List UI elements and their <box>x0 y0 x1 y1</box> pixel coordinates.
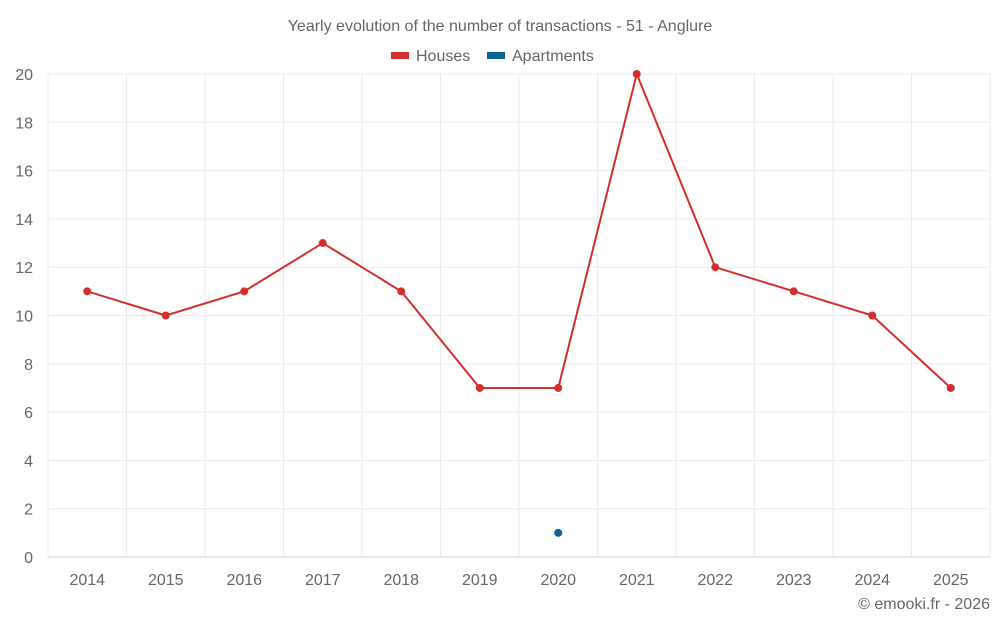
data-point-houses[interactable] <box>397 287 406 296</box>
data-point-houses[interactable] <box>318 239 327 248</box>
chart-title: Yearly evolution of the number of transa… <box>288 18 713 35</box>
data-point-houses[interactable] <box>868 311 877 320</box>
y-tick-label: 10 <box>15 309 33 326</box>
y-tick-label: 8 <box>24 357 33 374</box>
x-tick-label: 2024 <box>854 572 890 589</box>
data-point-apartments[interactable] <box>554 528 563 537</box>
legend-swatch-apartments <box>487 52 505 59</box>
legend-label-apartments: Apartments <box>512 48 594 65</box>
y-tick-label: 20 <box>15 67 33 84</box>
data-point-houses[interactable] <box>789 287 798 296</box>
x-tick-label: 2015 <box>148 572 184 589</box>
x-axis-labels: 2014 2015 2016 2017 2018 2019 2020 2021 2022 2023… <box>69 572 968 589</box>
y-tick-label: 4 <box>24 453 33 470</box>
legend-label-houses: Houses <box>416 48 470 65</box>
x-tick-label: 2014 <box>69 572 105 589</box>
data-point-houses[interactable] <box>711 263 720 272</box>
y-tick-label: 18 <box>15 115 33 132</box>
x-tick-label: 2020 <box>540 572 576 589</box>
data-point-houses[interactable] <box>83 287 92 296</box>
y-tick-label: 0 <box>24 550 33 567</box>
data-point-houses[interactable] <box>554 383 563 392</box>
series-line-houses <box>86 73 952 389</box>
legend-item-apartments[interactable]: Apartments <box>487 48 594 65</box>
x-tick-label: 2016 <box>226 572 262 589</box>
legend: Houses Apartments <box>391 48 594 65</box>
x-tick-label: 2023 <box>776 572 812 589</box>
y-tick-label: 6 <box>24 405 33 422</box>
data-point-houses[interactable] <box>161 311 170 320</box>
legend-swatch-houses <box>391 52 409 59</box>
series-apartments <box>554 528 563 537</box>
data-point-houses[interactable] <box>240 287 249 296</box>
x-tick-label: 2025 <box>933 572 969 589</box>
y-tick-label: 12 <box>15 260 33 277</box>
y-tick-label: 14 <box>15 212 33 229</box>
x-tick-label: 2022 <box>697 572 733 589</box>
data-point-houses[interactable] <box>946 383 955 392</box>
y-tick-label: 2 <box>24 502 33 519</box>
data-point-houses[interactable] <box>475 383 484 392</box>
y-tick-label: 16 <box>15 164 33 181</box>
credit-text: © emooki.fr - 2026 <box>858 596 990 613</box>
legend-item-houses[interactable]: Houses <box>391 48 470 65</box>
x-tick-label: 2021 <box>619 572 655 589</box>
data-point-houses[interactable] <box>632 70 641 78</box>
series-houses <box>83 70 955 392</box>
series-layer <box>83 70 955 537</box>
x-gridlines <box>47 74 991 557</box>
x-tick-label: 2019 <box>462 572 498 589</box>
y-axis-labels: 0 2 4 6 8 10 12 14 16 18 20 <box>15 67 33 567</box>
x-tick-label: 2017 <box>305 572 341 589</box>
x-tick-label: 2018 <box>383 572 419 589</box>
